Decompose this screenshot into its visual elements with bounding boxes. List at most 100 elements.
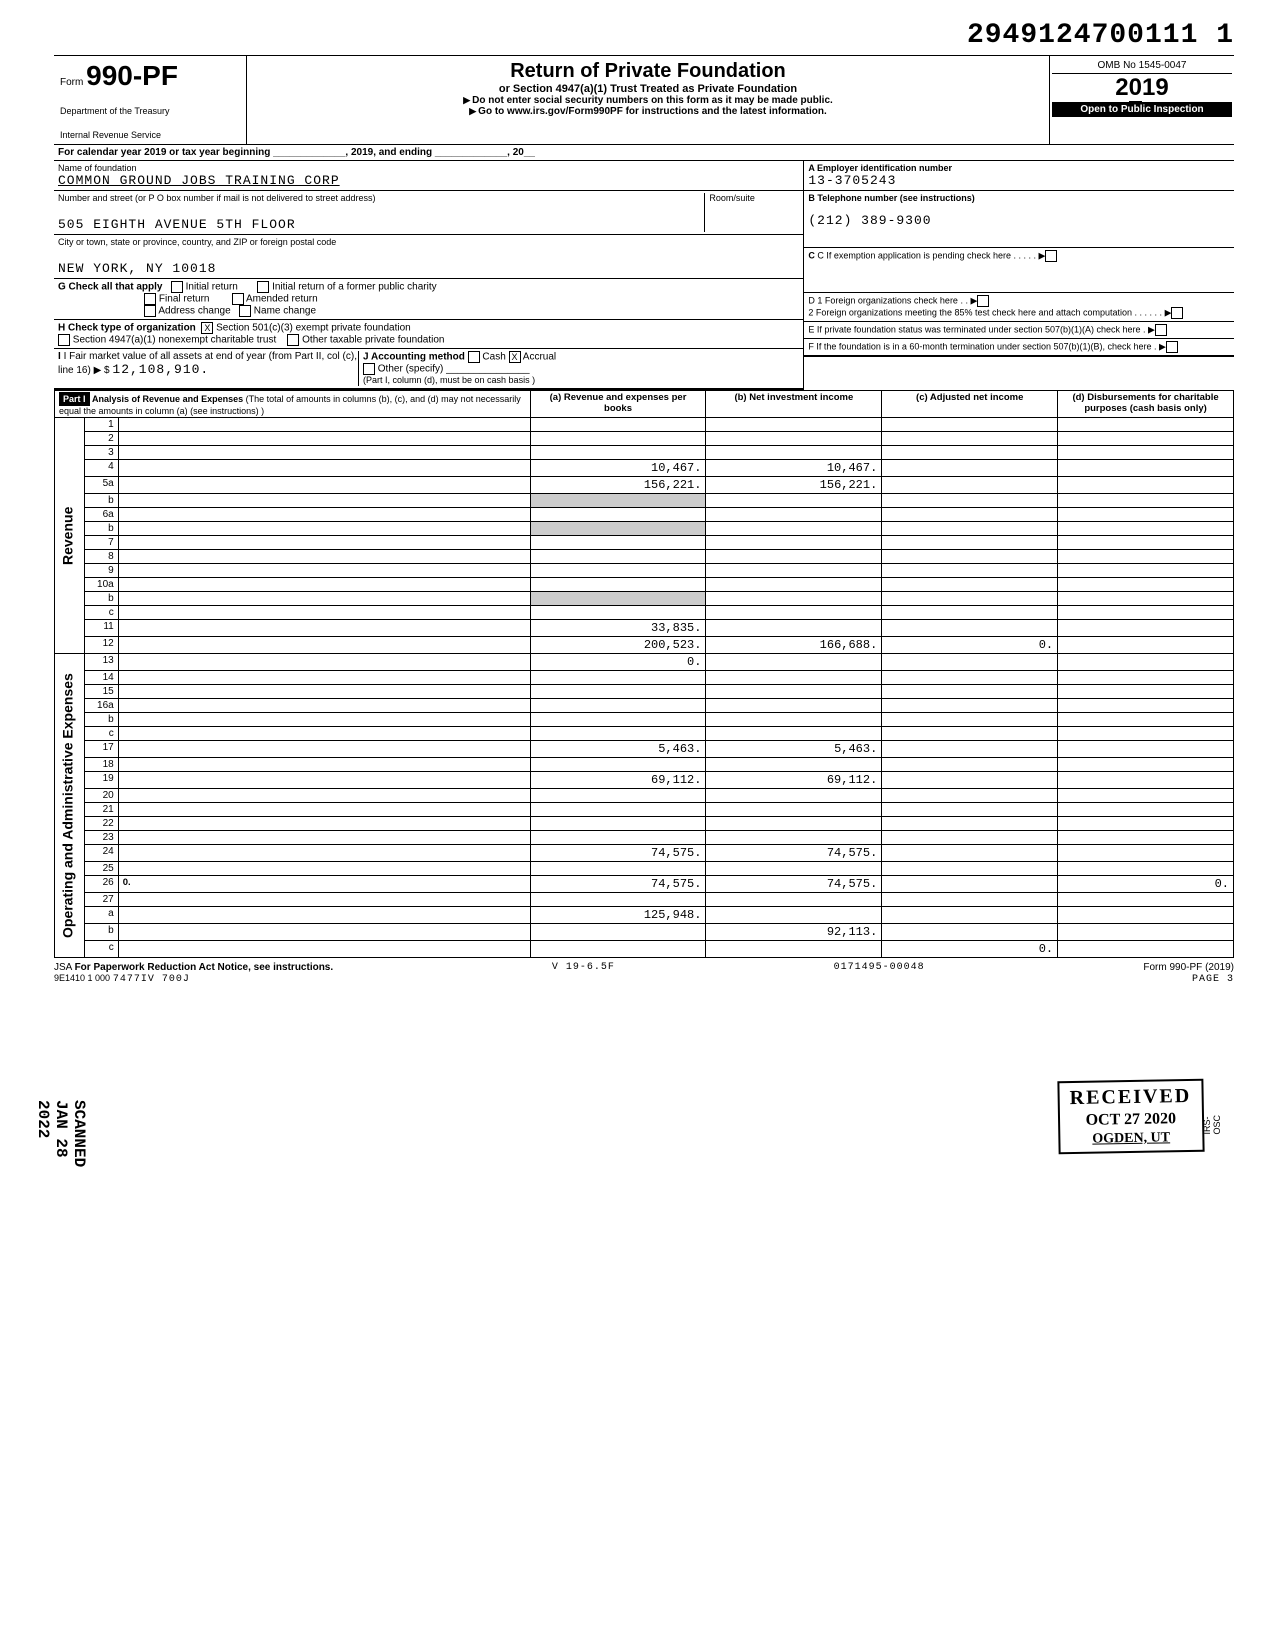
col-b-val xyxy=(706,685,882,699)
row-num: 23 xyxy=(84,831,118,845)
scanned-stamp: SCANNED JAN 28 2022 xyxy=(34,1100,88,1167)
chk-cash[interactable] xyxy=(468,351,480,363)
row-num: 5a xyxy=(84,477,118,494)
info-left: Name of foundation COMMON GROUND JOBS TR… xyxy=(54,161,803,390)
form-number: 990-PF xyxy=(86,60,178,91)
chk-d2[interactable] xyxy=(1171,307,1183,319)
col-d-val xyxy=(1058,460,1234,477)
g-label: G Check all that apply xyxy=(58,282,162,293)
row-desc xyxy=(118,637,530,654)
row-num: b xyxy=(84,592,118,606)
row-desc xyxy=(118,862,530,876)
col-d-val xyxy=(1058,446,1234,460)
col-a-val: 74,575. xyxy=(530,845,706,862)
col-b-val xyxy=(706,758,882,772)
col-a-val: 33,835. xyxy=(530,620,706,637)
chk-e[interactable] xyxy=(1155,324,1167,336)
table-row: b xyxy=(55,494,1234,508)
chk-initial-former[interactable] xyxy=(257,281,269,293)
col-b: (b) Net investment income xyxy=(706,391,882,418)
opt-other-tax: Other taxable private foundation xyxy=(302,335,444,346)
chk-name-change[interactable] xyxy=(239,305,251,317)
chk-other-tax[interactable] xyxy=(287,334,299,346)
chk-4947[interactable] xyxy=(58,334,70,346)
row-desc xyxy=(118,685,530,699)
col-d-val xyxy=(1058,494,1234,508)
row-num: 13 xyxy=(84,654,118,671)
table-row: c xyxy=(55,606,1234,620)
chk-amended[interactable] xyxy=(232,293,244,305)
chk-f[interactable] xyxy=(1166,341,1178,353)
col-c-val xyxy=(882,606,1058,620)
row-num: c xyxy=(84,606,118,620)
row-num: 15 xyxy=(84,685,118,699)
row-num: 14 xyxy=(84,671,118,685)
col-d-val xyxy=(1058,508,1234,522)
row-desc xyxy=(118,418,530,432)
row-num: 1 xyxy=(84,418,118,432)
col-b-val xyxy=(706,536,882,550)
opt-4947: Section 4947(a)(1) nonexempt charitable … xyxy=(73,335,276,346)
opt-accrual: Accrual xyxy=(523,352,556,363)
row-desc xyxy=(118,578,530,592)
col-d-val xyxy=(1058,432,1234,446)
f-block: F If the foundation is in a 60-month ter… xyxy=(804,339,1234,357)
table-row: 260.74,575.74,575.0. xyxy=(55,876,1234,893)
room-label: Room/suite xyxy=(709,193,799,203)
col-a-val: 125,948. xyxy=(530,907,706,924)
col-a-val xyxy=(530,941,706,958)
chk-initial[interactable] xyxy=(171,281,183,293)
col-c-val xyxy=(882,699,1058,713)
col-a-val xyxy=(530,564,706,578)
row-desc xyxy=(118,789,530,803)
table-row: b xyxy=(55,713,1234,727)
col-a-val xyxy=(530,522,706,536)
row-desc xyxy=(118,508,530,522)
col-c-val xyxy=(882,432,1058,446)
table-row: 1969,112.69,112. xyxy=(55,772,1234,789)
col-b-val xyxy=(706,699,882,713)
chk-accrual[interactable]: X xyxy=(509,351,521,363)
chk-d1[interactable] xyxy=(977,295,989,307)
table-row: 5a156,221.156,221. xyxy=(55,477,1234,494)
row-num: 4 xyxy=(84,460,118,477)
dept2: Internal Revenue Service xyxy=(60,130,240,140)
col-b-val: 10,467. xyxy=(706,460,882,477)
address: 505 EIGHTH AVENUE 5TH FLOOR xyxy=(58,217,704,232)
col-d-val xyxy=(1058,758,1234,772)
chk-501c3[interactable]: X xyxy=(201,322,213,334)
col-b-val xyxy=(706,713,882,727)
side-irs-osc: IRS-OSC xyxy=(1202,1115,1222,1135)
table-row: 6a xyxy=(55,508,1234,522)
col-c-val xyxy=(882,831,1058,845)
i-value: 12,108,910. xyxy=(112,362,209,377)
col-d-val xyxy=(1058,907,1234,924)
row-desc: 0. xyxy=(118,876,530,893)
opt-initial-former: Initial return of a former public charit… xyxy=(272,282,437,293)
col-c-val xyxy=(882,592,1058,606)
col-c-val xyxy=(882,446,1058,460)
table-row: 18 xyxy=(55,758,1234,772)
row-num: 18 xyxy=(84,758,118,772)
chk-address[interactable] xyxy=(144,305,156,317)
col-c-val xyxy=(882,620,1058,637)
chk-final[interactable] xyxy=(144,293,156,305)
pra: For Paperwork Reduction Act Notice, see … xyxy=(75,962,334,973)
col-b-val xyxy=(706,941,882,958)
chk-c[interactable] xyxy=(1045,250,1057,262)
part1-title: Analysis of Revenue and Expenses xyxy=(92,394,243,404)
col-c-val xyxy=(882,654,1058,671)
dept1: Department of the Treasury xyxy=(60,106,240,116)
chk-other-method[interactable] xyxy=(363,363,375,375)
row-desc xyxy=(118,606,530,620)
received-date: OCT 27 2020 xyxy=(1070,1110,1192,1130)
row-num: 8 xyxy=(84,550,118,564)
col-b-val xyxy=(706,803,882,817)
row-num: 9 xyxy=(84,564,118,578)
col-b-val: 92,113. xyxy=(706,924,882,941)
col-a-val xyxy=(530,727,706,741)
col-a-val xyxy=(530,803,706,817)
col-b-val: 74,575. xyxy=(706,876,882,893)
col-b-val xyxy=(706,592,882,606)
row-desc xyxy=(118,592,530,606)
